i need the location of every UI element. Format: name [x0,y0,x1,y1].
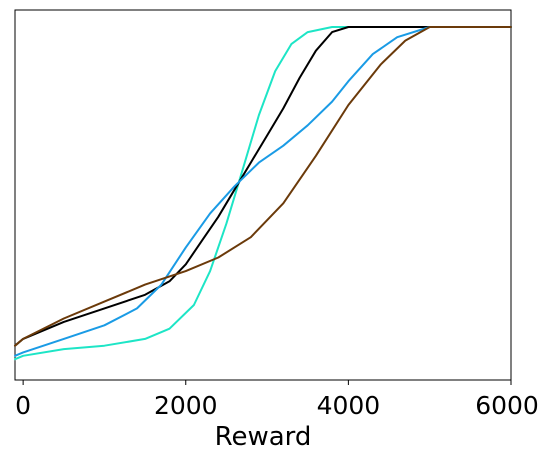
x-tick-label: 0 [15,391,31,420]
x-tick-label: 6000 [475,391,539,420]
series-line-2 [14,26,512,347]
series-line-4 [14,26,512,347]
series-line-1 [14,26,512,361]
x-tick-label: 4000 [317,391,381,420]
x-tick-layer: 0 2000 4000 6000 [15,380,539,420]
series-layer [14,26,512,361]
x-tick-label: 2000 [154,391,218,420]
plot-frame [14,9,512,381]
series-line-3 [14,26,512,357]
x-axis-label: Reward [215,422,312,452]
